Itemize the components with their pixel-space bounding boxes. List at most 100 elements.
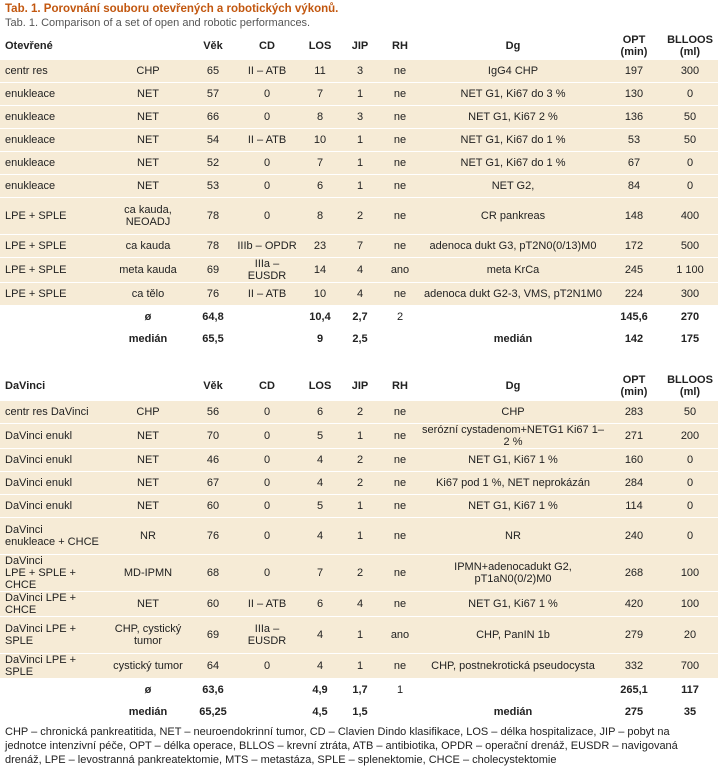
cell-group: enukleace xyxy=(0,174,104,198)
cell-age: 67 xyxy=(192,471,234,495)
cell-age: 66 xyxy=(192,105,234,129)
cell-dg: NET G1, Ki67 1 % xyxy=(420,494,606,518)
cell-jip: 1 xyxy=(340,517,380,555)
cell-opt: 279 xyxy=(606,616,662,654)
cell-group: DaVinci enukl xyxy=(0,448,104,472)
cell-diagnosis-short: NET xyxy=(104,174,192,198)
cell-blloos: 50 xyxy=(662,401,718,424)
cell-group: centr res xyxy=(0,60,104,83)
cell-group: DaVinci enukl xyxy=(0,494,104,518)
cell-cd: IIIb – OPDR xyxy=(234,234,300,258)
cell-dg: IPMN+adenocadukt G2, pT1aN0(0/2)M0 xyxy=(420,554,606,592)
cell-dg: NET G2, xyxy=(420,174,606,198)
mean-los: 10,4 xyxy=(309,311,331,323)
cell-age: 60 xyxy=(192,494,234,518)
cell-diagnosis-short: ca kauda, NEOADJ xyxy=(104,197,192,235)
cell-opt: 53 xyxy=(606,128,662,152)
cell-los: 8 xyxy=(300,105,340,129)
cell-opt: 420 xyxy=(606,591,662,617)
cell-dg: meta KrCa xyxy=(420,257,606,283)
table-row: DaVinci LPE + CHCE NET 60 II – ATB 6 4 ne NET G… xyxy=(0,591,718,617)
median-row: medián 65,5 9 2,5 medián 142 175 xyxy=(0,328,718,350)
mean-diagnosis-short: ø xyxy=(144,311,152,323)
cell-dg: NET G1, Ki67 1 % xyxy=(420,448,606,472)
cell-rh: ne xyxy=(380,471,420,495)
cell-opt: 148 xyxy=(606,197,662,235)
cell-age: 78 xyxy=(192,197,234,235)
cell-age: 46 xyxy=(192,448,234,472)
cell-los: 4 xyxy=(300,653,340,679)
cell-los: 14 xyxy=(300,257,340,283)
median-dg: medián xyxy=(493,333,533,345)
cell-rh: ne xyxy=(380,653,420,679)
cell-dg: NET G1, Ki67 do 1 % xyxy=(420,128,606,152)
cell-dg: CHP xyxy=(420,401,606,424)
cell-los: 5 xyxy=(300,423,340,449)
header-row: DaVinci Věk CD LOS JIP RH Dg OPT (min) BLLOOS (ml) xyxy=(0,371,718,401)
cell-cd: II – ATB xyxy=(234,128,300,152)
cell-group: enukleace xyxy=(0,128,104,152)
table-row: centr res CHP 65 II – ATB 11 3 ne IgG4 CHP 197 30… xyxy=(0,60,718,83)
column-header-los: LOS xyxy=(308,380,332,392)
cell-cd: 0 xyxy=(234,401,300,424)
cell-los: 11 xyxy=(300,60,340,83)
cell-diagnosis-short: NET xyxy=(104,105,192,129)
cell-rh: ne xyxy=(380,82,420,106)
cell-blloos: 300 xyxy=(662,60,718,83)
cell-blloos: 0 xyxy=(662,471,718,495)
cell-blloos: 0 xyxy=(662,517,718,555)
cell-group: DaVinci enukleace + CHCE xyxy=(0,517,104,555)
table-row: DaVinci enukl NET 46 0 4 2 ne NET G1, Ki67 1 % 1… xyxy=(0,448,718,472)
column-header-group: DaVinci xyxy=(5,380,46,392)
column-header-rh: RH xyxy=(392,380,408,392)
cell-dg: NET G1, Ki67 do 3 % xyxy=(420,82,606,106)
column-header-rh: RH xyxy=(392,40,408,52)
cell-los: 10 xyxy=(300,282,340,306)
cell-jip: 2 xyxy=(340,471,380,495)
cell-diagnosis-short: MD-IPMN xyxy=(104,554,192,592)
column-header-dg: Dg xyxy=(505,40,521,52)
cell-rh: ne xyxy=(380,554,420,592)
cell-group: DaVinci LPE + CHCE xyxy=(0,591,104,617)
table-row: DaVinci LPE + SPLE cystický tumor 64 0 4 1 ne C… xyxy=(0,653,718,679)
cell-opt: 114 xyxy=(606,494,662,518)
cell-group: enukleace xyxy=(0,82,104,106)
cell-dg: adenoca dukt G2-3, VMS, pT2N1M0 xyxy=(420,282,606,306)
cell-diagnosis-short: NET xyxy=(104,494,192,518)
cell-group: LPE + SPLE xyxy=(0,234,104,258)
cell-jip: 1 xyxy=(340,128,380,152)
cell-los: 4 xyxy=(300,517,340,555)
open-surgery-table: Otevřené Věk CD LOS JIP RH Dg OPT (min) BLLOOS (ml… xyxy=(0,32,718,350)
cell-age: 64 xyxy=(192,653,234,679)
mean-row: ø 64,8 10,4 2,7 2 145,6 270 xyxy=(0,306,718,328)
cell-blloos: 20 xyxy=(662,616,718,654)
mean-cd xyxy=(234,306,300,328)
cell-blloos: 100 xyxy=(662,554,718,592)
median-group xyxy=(0,701,104,723)
cell-opt: 268 xyxy=(606,554,662,592)
cell-group: LPE + SPLE xyxy=(0,197,104,235)
table-row: DaVinci enukl NET 60 0 5 1 ne NET G1, Ki67 1 % 1… xyxy=(0,494,718,518)
mean-cd xyxy=(234,679,300,701)
table-row: enukleace NET 57 0 7 1 ne NET G1, Ki67 do 3 % 13… xyxy=(0,82,718,106)
cell-age: 57 xyxy=(192,82,234,106)
cell-diagnosis-short: NET xyxy=(104,128,192,152)
cell-opt: 240 xyxy=(606,517,662,555)
column-header-los: LOS xyxy=(308,40,332,52)
cell-diagnosis-short: NET xyxy=(104,151,192,175)
column-header-dg: Dg xyxy=(505,380,521,392)
table-row: enukleace NET 52 0 7 1 ne NET G1, Ki67 do 1 % 67… xyxy=(0,151,718,175)
cell-opt: 84 xyxy=(606,174,662,198)
cell-dg: IgG4 CHP xyxy=(420,60,606,83)
cell-group: LPE + SPLE xyxy=(0,282,104,306)
median-rh xyxy=(380,328,420,350)
table-row: enukleace NET 66 0 8 3 ne NET G1, Ki67 2 % 136 50 xyxy=(0,105,718,129)
median-los: 9 xyxy=(316,333,324,345)
cell-dg: NR xyxy=(420,517,606,555)
cell-dg: NET G1, Ki67 2 % xyxy=(420,105,606,129)
cell-blloos: 100 xyxy=(662,591,718,617)
cell-los: 4 xyxy=(300,448,340,472)
mean-age: 63,6 xyxy=(202,684,224,696)
cell-cd: 0 xyxy=(234,517,300,555)
